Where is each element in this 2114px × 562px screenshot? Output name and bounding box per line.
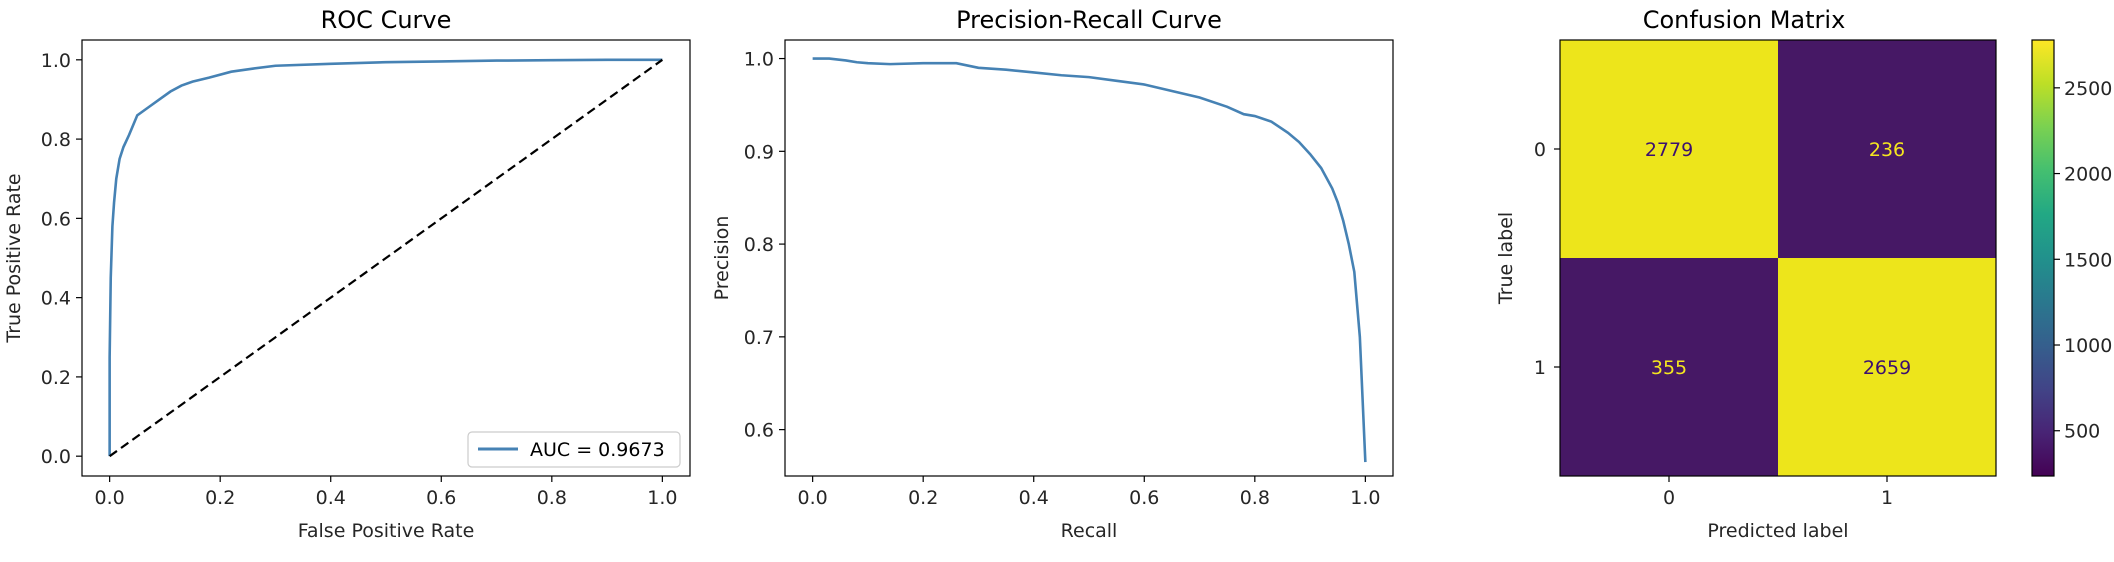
cm-axes-frame xyxy=(1559,39,1997,477)
pr-y-tick-label: 0.9 xyxy=(744,141,774,163)
roc-x-tick-label: 0.0 xyxy=(95,487,125,509)
roc-title: ROC Curve xyxy=(321,6,452,34)
roc-x-tick-label: 0.8 xyxy=(537,487,567,509)
roc-series-1-line xyxy=(108,58,664,458)
cm-y-tick-label: 0 xyxy=(1534,139,1546,161)
cm-cell-0-1 xyxy=(1778,40,1996,258)
pr-axes-frame xyxy=(784,39,1394,477)
roc-x-tick-label: 0.4 xyxy=(316,487,346,509)
pr-plot-area xyxy=(812,57,1367,463)
cm-y-ticks: 01 xyxy=(1534,139,1560,379)
pr-x-tick-label: 0.4 xyxy=(1019,487,1049,509)
cm-colorbar-tick-label: 1500 xyxy=(2064,249,2112,271)
roc-x-tick-label: 0.2 xyxy=(205,487,235,509)
roc-y-tick-label: 0.0 xyxy=(41,446,71,468)
roc-y-label: True Positive Rate xyxy=(3,173,25,343)
cm-cell-0-0 xyxy=(1560,40,1778,258)
cm-x-label: Predicted label xyxy=(1707,520,1848,542)
pr-y-tick-label: 0.6 xyxy=(744,420,774,442)
pr-title: Precision-Recall Curve xyxy=(956,6,1222,34)
roc-axes-frame xyxy=(81,39,691,477)
cm-colorbar xyxy=(2031,39,2055,477)
pr-y-tick-label: 1.0 xyxy=(744,49,774,71)
roc-y-ticks: 0.0 0.2 0.4 0.6 0.8 1.0 xyxy=(41,50,82,468)
pr-x-label: Recall xyxy=(1061,520,1118,542)
roc-y-tick-label: 1.0 xyxy=(41,50,71,72)
roc-x-tick-label: 1.0 xyxy=(647,487,677,509)
cm-cell-value-0-1: 236 xyxy=(1869,139,1905,161)
roc-y-tick-label: 0.4 xyxy=(41,288,71,310)
pr-y-tick-label: 0.8 xyxy=(744,234,774,256)
cm-cell-value-0-0: 2779 xyxy=(1645,139,1693,161)
pr-x-tick-label: 0.0 xyxy=(798,487,828,509)
roc-x-ticks: 0.0 0.2 0.4 0.6 0.8 1.0 xyxy=(95,476,677,509)
pr-x-ticks: 0.0 0.2 0.4 0.6 0.8 1.0 xyxy=(798,476,1380,509)
pr-subplot: Precision-Recall Curve 0.0 0.2 0.4 0.6 0.8 1.… xyxy=(711,6,1394,542)
cm-cell-value-1-1: 2659 xyxy=(1863,357,1911,379)
cm-cells: 2779 236 355 2659 xyxy=(1560,40,1996,476)
pr-x-tick-label: 0.8 xyxy=(1240,487,1270,509)
roc-y-tick-label: 0.2 xyxy=(41,367,71,389)
roc-plot-area xyxy=(108,58,664,458)
roc-legend: AUC = 0.9673 xyxy=(467,431,681,468)
pr-x-tick-label: 1.0 xyxy=(1350,487,1380,509)
cm-cell-1-0 xyxy=(1560,258,1778,476)
pr-y-ticks: 0.6 0.7 0.8 0.9 1.0 xyxy=(744,49,785,442)
cm-cell-1-1 xyxy=(1778,258,1996,476)
cm-y-tick-label: 1 xyxy=(1534,357,1546,379)
cm-y-label: True label xyxy=(1495,212,1517,305)
roc-legend-label: AUC = 0.9673 xyxy=(530,439,665,461)
roc-subplot: ROC Curve 0.0 0.2 0.4 0.6 0.8 1.0 0.00.20.40.… xyxy=(3,6,691,542)
pr-y-tick-label: 0.7 xyxy=(744,327,774,349)
cm-colorbar-tick-label: 2500 xyxy=(2064,78,2112,100)
cm-colorbar-ticks: 500 1000 1500 2000 2500 xyxy=(2054,78,2112,443)
roc-series-0-line xyxy=(108,58,663,457)
cm-colorbar-tick-label: 500 xyxy=(2064,421,2100,443)
roc-y-tick-label: 0.6 xyxy=(41,208,71,230)
pr-series-0-line xyxy=(812,57,1367,463)
roc-legend-box xyxy=(467,431,681,468)
cm-cell-value-1-0: 355 xyxy=(1651,357,1687,379)
cm-title: Confusion Matrix xyxy=(1643,6,1846,34)
roc-y-tick-label: 0.8 xyxy=(41,129,71,151)
pr-x-tick-label: 0.6 xyxy=(1129,487,1159,509)
cm-x-tick-label: 0 xyxy=(1663,487,1675,509)
pr-y-label: Precision xyxy=(711,216,733,301)
cm-colorbar-tick-label: 2000 xyxy=(2064,164,2112,186)
pr-x-tick-label: 0.2 xyxy=(908,487,938,509)
cm-colorbar-tick-label: 1000 xyxy=(2064,335,2112,357)
roc-x-label: False Positive Rate xyxy=(298,520,475,542)
roc-x-tick-label: 0.6 xyxy=(426,487,456,509)
cm-x-tick-label: 1 xyxy=(1881,487,1893,509)
